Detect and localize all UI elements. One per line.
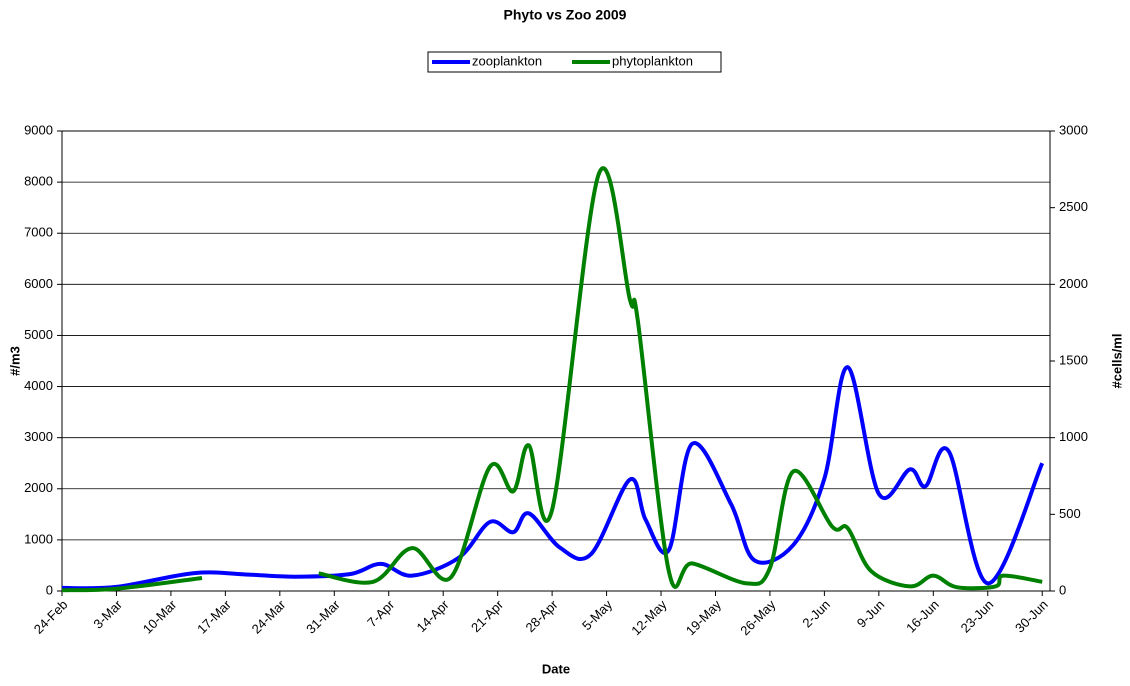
y-tick-label: 6000	[24, 276, 53, 291]
data-line	[61, 365, 1045, 591]
plot-area	[61, 130, 1051, 592]
legend-box	[427, 51, 722, 73]
y2-axis-title: #cells/ml	[1109, 334, 1124, 389]
x-tick-label: 24-Mar	[249, 596, 289, 636]
x-tick-label: 28-Apr	[522, 596, 561, 635]
x-tick-label: 5-May	[579, 597, 615, 633]
y-tick-label: 1000	[24, 531, 53, 546]
y-tick-label: 7000	[24, 225, 53, 240]
y-tick-label: 2000	[24, 480, 53, 495]
y-tick-label: 3000	[24, 429, 53, 444]
y-tick-label: 9000	[24, 122, 53, 137]
x-tick-label: 30-Jun	[1012, 597, 1051, 636]
x-tick-label: 26-May	[737, 597, 779, 639]
x-tick-label: 12-May	[628, 597, 670, 639]
legend-label: zooplankton	[472, 53, 542, 68]
y2-tick-label: 3000	[1059, 122, 1088, 137]
x-tick-label: 16-Jun	[903, 597, 942, 636]
x-tick-label: 9-Jun	[854, 597, 888, 631]
y-tick-label: 0	[46, 582, 53, 597]
x-tick-label: 17-Mar	[194, 596, 234, 636]
x-tick-label: 23-Jun	[958, 597, 997, 636]
x-tick-label: 24-Feb	[31, 597, 71, 637]
data-line	[61, 166, 1043, 593]
x-tick-label: 7-Apr	[364, 596, 398, 630]
y2-tick-label: 2000	[1059, 276, 1088, 291]
x-tick-label: 2-Jun	[799, 597, 833, 631]
y-tick-label: 8000	[24, 174, 53, 189]
y2-tick-label: 1500	[1059, 352, 1088, 367]
y2-tick-label: 1000	[1059, 429, 1088, 444]
x-tick-label: 14-Apr	[414, 596, 453, 635]
y-tick-label: 5000	[24, 327, 53, 342]
y2-tick-label: 0	[1059, 582, 1066, 597]
x-tick-label: 19-May	[683, 597, 725, 639]
y2-tick-label: 500	[1059, 506, 1081, 521]
legend-label: phytoplankton	[612, 53, 693, 68]
x-tick-label: 21-Apr	[468, 596, 507, 635]
x-axis-title: Date	[542, 661, 570, 676]
chart-title: Phyto vs Zoo 2009	[504, 7, 627, 23]
x-tick-label: 31-Mar	[303, 596, 343, 636]
y-axis-title: #/m3	[7, 346, 22, 376]
y-tick-label: 4000	[24, 378, 53, 393]
x-tick-label: 3-Mar	[90, 596, 125, 631]
y2-tick-label: 2500	[1059, 199, 1088, 214]
x-tick-label: 10-Mar	[140, 596, 180, 636]
